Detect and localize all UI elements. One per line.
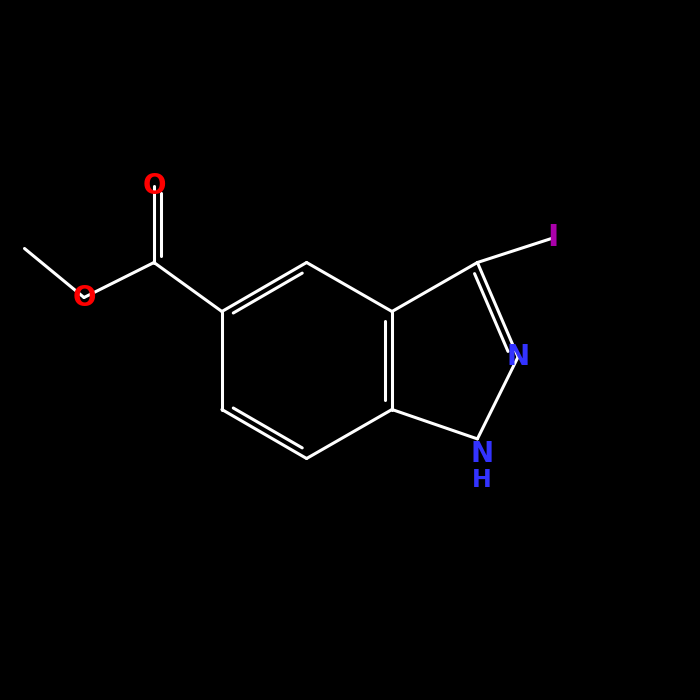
Text: O: O bbox=[142, 172, 166, 200]
Text: H: H bbox=[472, 468, 492, 492]
Text: N: N bbox=[506, 343, 530, 371]
Text: O: O bbox=[72, 284, 96, 312]
Text: N: N bbox=[470, 440, 494, 468]
Text: I: I bbox=[547, 223, 559, 253]
